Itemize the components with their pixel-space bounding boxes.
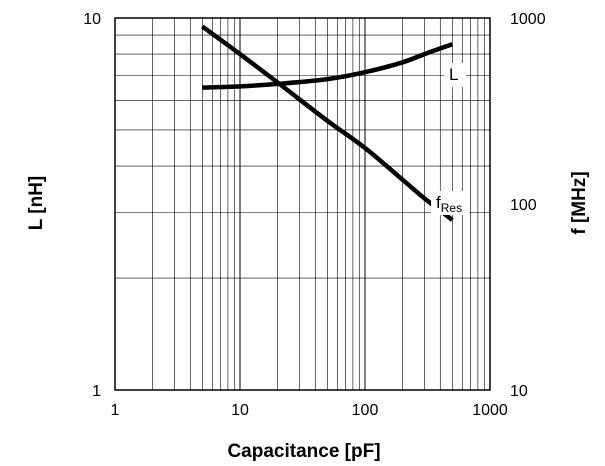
y-right-axis-title: f [MHz] xyxy=(569,171,590,234)
y-left-tick-label: 10 xyxy=(83,11,101,28)
curve-label-bg xyxy=(431,191,469,215)
x-axis-title: Capacitance [pF] xyxy=(227,441,380,462)
x-tick-label: 1000 xyxy=(472,402,508,419)
curve-label-subscript: Res xyxy=(441,201,462,215)
x-tick-label: 10 xyxy=(231,402,249,419)
curve-label-bg xyxy=(444,63,466,87)
y-left-axis-title: L [nH] xyxy=(26,176,47,231)
x-tick-label: 1 xyxy=(111,402,120,419)
tick-labels: 1 10 100 1000 1 10 10 100 1000 xyxy=(83,11,545,419)
y-right-tick-label: 100 xyxy=(510,197,537,214)
curve-label-L: L xyxy=(449,65,458,84)
major-gridlines xyxy=(239,18,366,390)
curve-L xyxy=(202,42,454,90)
y-left-tick-label: 1 xyxy=(92,383,101,400)
y-right-tick-label: 10 xyxy=(510,383,528,400)
x-tick-label: 100 xyxy=(352,402,379,419)
plot-frame xyxy=(114,17,491,391)
y-right-tick-label: 1000 xyxy=(510,11,546,28)
curve-fRes xyxy=(201,24,454,222)
